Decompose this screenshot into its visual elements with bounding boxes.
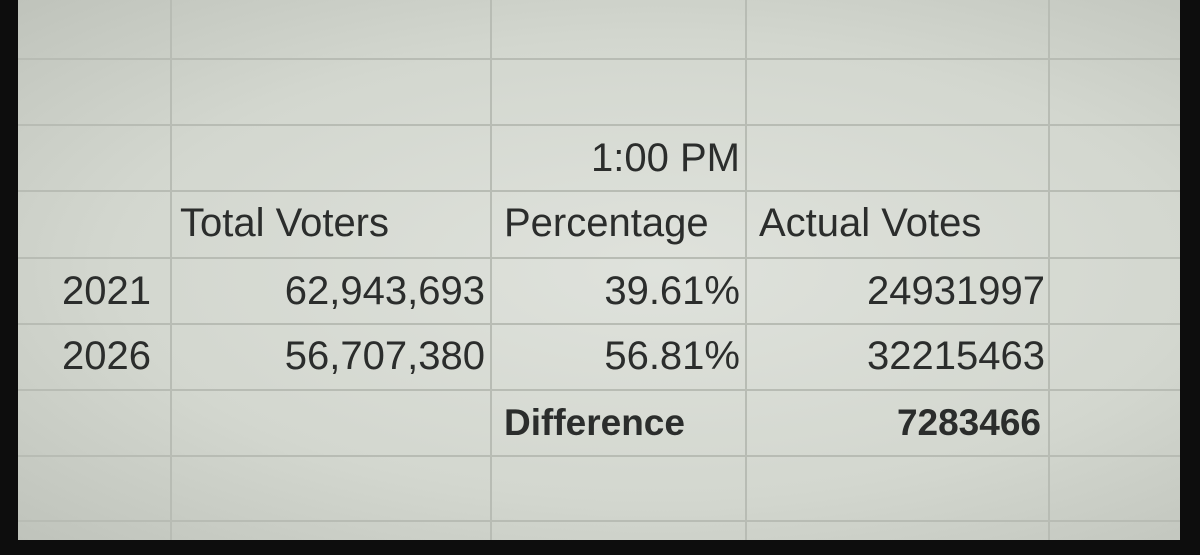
number-cell: 56,707,380 [284,334,485,378]
header-cell: Actual Votes [759,201,982,245]
percent-cell: 56.81% [604,334,740,378]
grid-line [18,520,1180,522]
number-cell: 24931997 [867,269,1045,313]
summary-value: 7283466 [896,402,1041,443]
grid-line [745,0,747,540]
year-cell: 2026 [62,334,151,378]
grid-line [18,257,1180,259]
percent-cell: 39.61% [604,269,740,313]
grid-line [18,190,1180,192]
grid-line [18,323,1180,325]
grid-line [18,389,1180,391]
grid-line [18,455,1180,457]
grid-line [18,124,1180,126]
grid-line [490,0,492,540]
spreadsheet: 1:00 PM Total Voters Percentage Actual V… [18,0,1180,540]
header-cell: Percentage [504,201,709,245]
summary-label: Difference [504,402,685,443]
number-cell: 62,943,693 [284,269,485,313]
header-cell: Total Voters [180,201,390,245]
number-cell: 32215463 [867,334,1045,378]
time-cell: 1:00 PM [591,136,740,180]
grid-line [18,58,1180,60]
year-cell: 2021 [62,269,151,313]
grid-line [170,0,172,540]
grid-line [1048,0,1050,540]
